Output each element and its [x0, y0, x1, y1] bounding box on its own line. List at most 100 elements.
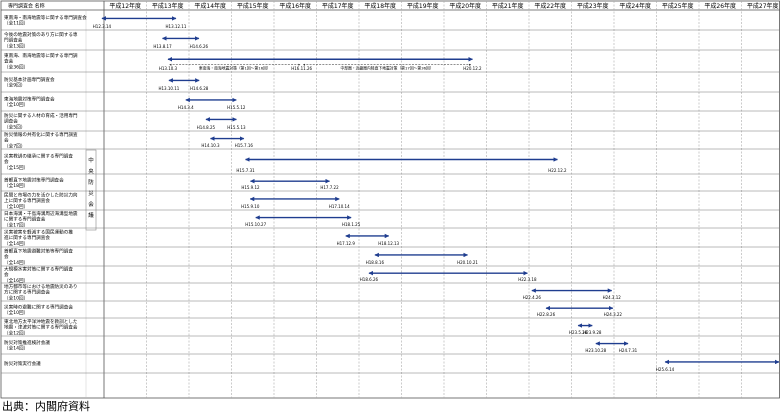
- start-date-label: H14.8.25: [197, 125, 216, 130]
- council-name: （全10回）: [4, 309, 28, 316]
- council-name: 会: [4, 158, 9, 165]
- year-header: 平成13年度: [152, 2, 184, 10]
- council-name: 日本海溝・千島海溝周辺海溝型地震: [4, 210, 78, 217]
- year-header: 平成14年度: [194, 2, 226, 10]
- council-name: 東北地方太平洋沖地震を教訓とした: [4, 318, 78, 325]
- end-date-label: H24.3.12: [603, 295, 622, 300]
- council-name: 今後の地震対策のあり方に関する専: [4, 31, 78, 38]
- council-name: （全9回）: [4, 82, 25, 89]
- year-header: 平成12年度: [109, 2, 141, 10]
- start-date-label: H18.6.26: [360, 277, 379, 282]
- start-date-label: H22.4.26: [523, 295, 542, 300]
- mid-date-label: H16.11.26: [291, 66, 312, 71]
- council-name: （全36回）: [4, 63, 28, 70]
- start-date-label: H23.10.28: [585, 348, 606, 353]
- start-date-label: H13.8.17: [153, 44, 172, 49]
- year-header: 平成27年度: [747, 2, 779, 10]
- year-header: 平成16年度: [279, 2, 311, 10]
- council-name: 大規模水害対策に関する専門調査: [4, 266, 73, 273]
- council-name: （全17回）: [4, 221, 28, 228]
- year-header: 平成20年度: [449, 2, 481, 10]
- year-header: 平成23年度: [577, 2, 609, 10]
- council-name: （全12回）: [4, 329, 28, 336]
- council-name: 災害被害を軽減する国民運動の推: [4, 229, 73, 236]
- council-name: （全10回）: [4, 101, 28, 108]
- header-council-label: 専門調査会 名称: [8, 3, 45, 10]
- council-name: （全14回）: [4, 345, 28, 352]
- council-name: 災害教訓の継承に関する専門調査: [4, 153, 73, 160]
- council-name: 防災対策推進検討会議: [4, 339, 50, 346]
- council-name: 防災情報の共有化に関する専門調査: [4, 131, 78, 138]
- end-date-label: H18.12.13: [378, 241, 399, 246]
- year-header: 平成15年度: [237, 2, 269, 10]
- start-date-label: H13.10.11: [158, 86, 179, 91]
- council-name: 防災に関する人材の育成・活用専門: [4, 112, 78, 119]
- council-name: に関する専門調査会: [4, 216, 46, 223]
- council-name: 東海地震対策専門調査会: [4, 95, 55, 102]
- council-name: 門調査会: [4, 37, 23, 44]
- source-note: 出典：内閣府資料: [2, 400, 90, 413]
- start-date-label: H18.8.16: [366, 260, 385, 265]
- council-name: 上に関する専門調査会: [4, 197, 50, 204]
- council-name: （全11回）: [4, 20, 28, 27]
- council-org-char: 災: [88, 190, 94, 197]
- sub-period-label: 中部圏・近畿圏内陸直下地震対策（第17回～第36回）: [340, 65, 433, 70]
- council-name: （全5回）: [4, 123, 25, 130]
- council-name: （全13回）: [4, 42, 28, 49]
- council-org-char: 会: [88, 200, 94, 208]
- council-name: 査会: [4, 58, 14, 65]
- end-date-label: H17.7.22: [320, 185, 339, 190]
- council-timeline-chart: 専門調査会 名称 平成12年度 平成13年度 平成14年度 平成15年度 平成16年度 平成…: [0, 0, 780, 399]
- council-org-char: 防: [88, 178, 94, 186]
- end-date-label: H14.6.26: [190, 44, 209, 49]
- council-org-char: 議: [88, 211, 94, 219]
- end-date-label: H15.5.12: [227, 105, 246, 110]
- year-header: 平成21年度: [492, 2, 524, 10]
- council-name: 民間と市場の力を活かした防災力向: [4, 192, 78, 199]
- council-name: （全15回）: [4, 164, 28, 171]
- council-name: 進に関する専門調査会: [4, 234, 50, 241]
- council-name: 災害時の避難に関する専門調査会: [4, 303, 73, 310]
- council-name: 地方都市等における地震防災のあり: [4, 283, 78, 290]
- year-header: 平成19年度: [407, 2, 439, 10]
- year-header: 平成18年度: [364, 2, 396, 10]
- start-date-label: H22.8.26: [537, 312, 556, 317]
- end-date-label: H18.1.25: [342, 222, 361, 227]
- council-name: 調査会: [4, 118, 18, 125]
- start-date-label: H13.10.3: [159, 66, 178, 71]
- end-date-label: H14.6.28: [190, 86, 209, 91]
- end-date-label: H23.9.28: [583, 330, 602, 335]
- council-name: 会: [4, 253, 9, 260]
- council-name: 首都直下地震避難対策等専門調査: [4, 248, 73, 255]
- council-name: 東南海・南海地震等に関する専門調査会: [4, 14, 87, 21]
- year-header: 平成26年度: [704, 2, 736, 10]
- start-date-label: H15.10.27: [245, 222, 266, 227]
- end-date-label: H17.10.14: [329, 204, 350, 209]
- council-org-char: 中: [88, 156, 94, 164]
- end-date-label: H24.3.22: [604, 312, 623, 317]
- council-name: （全14回）: [4, 259, 28, 266]
- start-date-label: H25.6.14: [656, 367, 675, 372]
- start-date-label: H14.3.4: [178, 105, 194, 110]
- council-name: （全10回）: [4, 203, 28, 210]
- start-date-label: H12.3.14: [93, 24, 112, 29]
- chart-frame: [0, 0, 780, 399]
- year-header: 平成22年度: [534, 2, 566, 10]
- end-date-label: H20.10.21: [457, 260, 478, 265]
- start-date-label: H17.12.9: [337, 241, 356, 246]
- end-date-label: H15.5.13: [227, 125, 246, 130]
- end-date-label: H24.7.31: [619, 348, 638, 353]
- start-date-label: H15.7.31: [236, 168, 255, 173]
- end-date-label: H20.12.2: [463, 66, 482, 71]
- council-name: 地震・津波対策に関する専門調査会: [4, 324, 78, 331]
- year-header: 平成24年度: [619, 2, 651, 10]
- council-name: 会: [4, 271, 9, 278]
- council-name: （全18回）: [4, 182, 28, 189]
- start-date-label: H14.10.3: [201, 143, 220, 148]
- start-date-label: H15.9.12: [241, 185, 260, 190]
- council-name: （全10回）: [4, 294, 28, 301]
- start-date-label: H15.9.10: [241, 204, 260, 209]
- council-name: （全16回）: [4, 277, 28, 284]
- council-name: 防災基本計画専門調査会: [4, 76, 55, 83]
- end-date-label: H13.12.11: [166, 24, 187, 29]
